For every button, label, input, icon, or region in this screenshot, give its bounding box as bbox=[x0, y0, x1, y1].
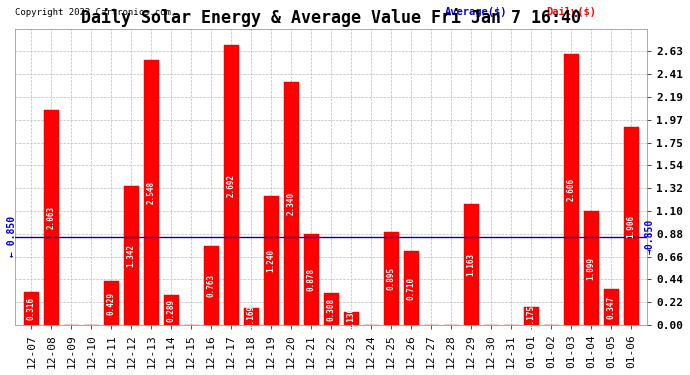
Text: 1.240: 1.240 bbox=[266, 249, 276, 272]
Text: 0.169: 0.169 bbox=[246, 305, 256, 328]
Text: 1.342: 1.342 bbox=[127, 244, 136, 267]
Text: 0.130: 0.130 bbox=[346, 307, 355, 330]
Text: 0.878: 0.878 bbox=[306, 268, 315, 291]
Text: 1.099: 1.099 bbox=[586, 256, 595, 280]
Bar bbox=[324, 293, 339, 325]
Text: ← 0.850: ← 0.850 bbox=[8, 216, 17, 257]
Text: 1.906: 1.906 bbox=[627, 214, 635, 238]
Bar bbox=[564, 54, 578, 325]
Text: 0.710: 0.710 bbox=[406, 277, 415, 300]
Text: 2.063: 2.063 bbox=[47, 206, 56, 230]
Bar bbox=[384, 232, 399, 325]
Text: Average($): Average($) bbox=[445, 7, 507, 16]
Bar bbox=[43, 111, 59, 325]
Bar bbox=[624, 127, 638, 325]
Bar bbox=[124, 186, 139, 325]
Text: 0.175: 0.175 bbox=[526, 304, 535, 328]
Bar bbox=[604, 289, 618, 325]
Text: 0.308: 0.308 bbox=[326, 298, 335, 321]
Text: →0.850: →0.850 bbox=[645, 219, 655, 254]
Text: 2.606: 2.606 bbox=[566, 178, 575, 201]
Bar bbox=[304, 234, 319, 325]
Text: 0.289: 0.289 bbox=[167, 298, 176, 322]
Text: 2.340: 2.340 bbox=[286, 192, 295, 215]
Text: Copyright 2022 Cartronics.com: Copyright 2022 Cartronics.com bbox=[15, 8, 171, 16]
Text: 0.895: 0.895 bbox=[386, 267, 395, 290]
Bar bbox=[244, 308, 259, 325]
Bar bbox=[464, 204, 479, 325]
Bar bbox=[524, 307, 539, 325]
Bar bbox=[584, 211, 598, 325]
Text: 1.163: 1.163 bbox=[466, 253, 475, 276]
Bar bbox=[284, 82, 299, 325]
Text: Daily($): Daily($) bbox=[546, 7, 596, 16]
Bar bbox=[164, 295, 179, 325]
Bar bbox=[104, 280, 119, 325]
Bar bbox=[224, 45, 239, 325]
Bar bbox=[404, 251, 419, 325]
Bar bbox=[344, 312, 359, 325]
Text: 2.548: 2.548 bbox=[147, 181, 156, 204]
Text: 2.692: 2.692 bbox=[227, 174, 236, 197]
Bar bbox=[264, 196, 279, 325]
Bar bbox=[144, 60, 159, 325]
Text: 0.347: 0.347 bbox=[607, 296, 615, 319]
Title: Daily Solar Energy & Average Value Fri Jan 7 16:40: Daily Solar Energy & Average Value Fri J… bbox=[81, 8, 581, 27]
Bar bbox=[204, 246, 219, 325]
Text: 0.429: 0.429 bbox=[107, 291, 116, 315]
Text: 0.316: 0.316 bbox=[27, 297, 36, 320]
Text: 0.763: 0.763 bbox=[207, 274, 216, 297]
Bar bbox=[23, 292, 39, 325]
